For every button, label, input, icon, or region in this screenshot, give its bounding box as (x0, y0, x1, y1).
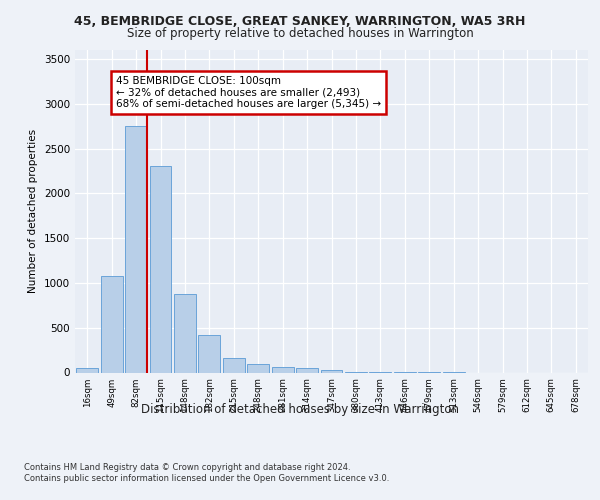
Bar (199, 335, 220, 372)
Y-axis label: Number of detached properties: Number of detached properties (28, 129, 38, 294)
Bar (247, 364, 269, 372)
Text: Size of property relative to detached houses in Warrington: Size of property relative to detached ho… (127, 28, 473, 40)
Text: Distribution of detached houses by size in Warrington: Distribution of detached houses by size … (141, 402, 459, 415)
Bar (296, 368, 318, 372)
Text: 45, BEMBRIDGE CLOSE, GREAT SANKEY, WARRINGTON, WA5 3RH: 45, BEMBRIDGE CLOSE, GREAT SANKEY, WARRI… (74, 15, 526, 28)
Bar (101, 276, 122, 372)
Bar (174, 294, 196, 372)
Bar (320, 370, 343, 372)
Bar (223, 358, 245, 372)
Bar (149, 166, 172, 372)
Text: Contains public sector information licensed under the Open Government Licence v3: Contains public sector information licen… (24, 474, 389, 483)
Bar (125, 126, 147, 372)
Bar (272, 367, 293, 372)
Text: 45 BEMBRIDGE CLOSE: 100sqm
← 32% of detached houses are smaller (2,493)
68% of s: 45 BEMBRIDGE CLOSE: 100sqm ← 32% of deta… (116, 76, 381, 109)
Text: Contains HM Land Registry data © Crown copyright and database right 2024.: Contains HM Land Registry data © Crown c… (24, 462, 350, 471)
Bar (76, 368, 98, 372)
